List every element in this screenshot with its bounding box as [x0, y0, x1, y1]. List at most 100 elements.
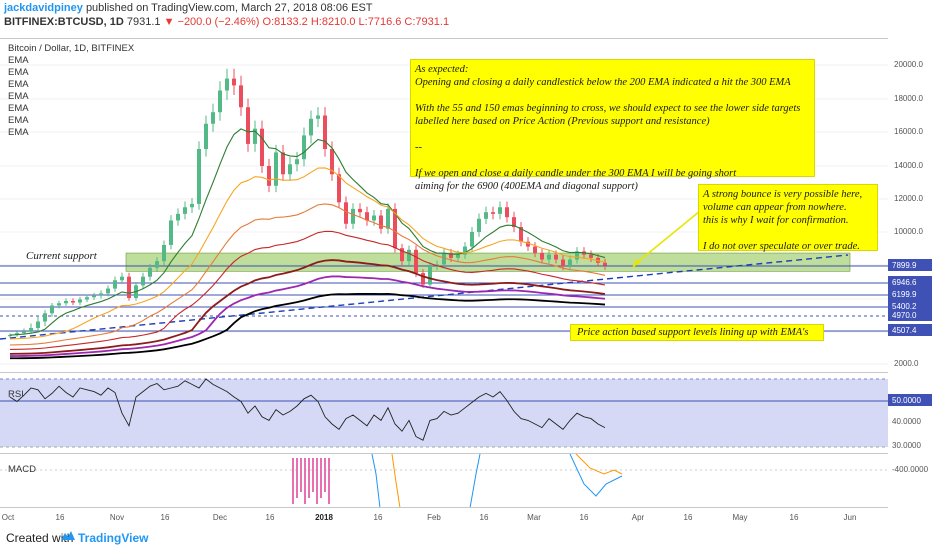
- candle: [400, 248, 404, 262]
- time-tick-label: Oct: [2, 513, 15, 522]
- candle: [295, 159, 299, 165]
- price-tick-label: 2000.0: [894, 359, 919, 368]
- candle: [330, 149, 334, 175]
- candle: [99, 293, 103, 296]
- candle: [183, 207, 187, 214]
- candle: [323, 115, 327, 149]
- candle: [141, 276, 145, 286]
- candle: [435, 264, 439, 266]
- time-tick-label: 2018: [315, 513, 333, 522]
- macd-panel[interactable]: MACD: [0, 453, 888, 509]
- current-support-label: Current support: [26, 250, 97, 262]
- time-tick-label: 16: [374, 513, 383, 522]
- level-tag: 6199.9: [892, 290, 917, 299]
- macd-histogram-bar: [320, 458, 322, 498]
- analysis-note-bounce[interactable]: A strong bounce is very possible here, vo…: [698, 184, 878, 252]
- support-levels-note[interactable]: Price action based support levels lining…: [570, 324, 824, 341]
- note-line: [415, 128, 810, 141]
- candle: [169, 220, 173, 245]
- note-line: Opening and closing a daily candlestick …: [415, 77, 791, 88]
- price-axis[interactable]: 20000.0 18000.0 16000.0 14000.0 12000.0 10000…: [888, 38, 932, 371]
- time-tick-label: 16: [161, 513, 170, 522]
- level-tag: 4970.0: [892, 311, 917, 320]
- candle: [148, 267, 152, 277]
- chart-header: jackdavidpiney published on TradingView.…: [0, 0, 932, 38]
- time-tick-label: Jun: [844, 513, 857, 522]
- candle: [379, 215, 383, 229]
- author-link[interactable]: jackdavidpiney: [4, 2, 83, 14]
- candle: [29, 327, 33, 332]
- candle: [232, 78, 236, 86]
- tradingview-logo-icon: [61, 531, 75, 540]
- candle: [36, 321, 40, 328]
- candle: [218, 90, 222, 113]
- candle: [540, 253, 544, 260]
- legend-title: Bitcoin / Dollar, 1D, BITFINEX: [8, 43, 135, 54]
- note-line: I do not over speculate or over trade.: [703, 241, 860, 252]
- candle: [15, 333, 19, 336]
- candle: [106, 288, 110, 294]
- note-line: A strong bounce is very possible here,: [703, 189, 863, 200]
- axis-bg: [888, 38, 932, 371]
- published-text: published on TradingView.com, March 27, …: [85, 2, 373, 14]
- note-line: With the 55 and 150 emas beginning to cr…: [415, 103, 801, 114]
- macd-line-2: [469, 453, 481, 509]
- macd-histogram-bar: [292, 458, 294, 504]
- rsi-band: [0, 379, 888, 447]
- legend-ema-5: EMA: [8, 115, 29, 126]
- candle: [225, 78, 229, 91]
- macd-histogram-bar: [316, 458, 318, 504]
- ema-300-line: [9, 259, 606, 355]
- time-tick-label: 16: [790, 513, 799, 522]
- time-tick-label: Dec: [213, 513, 227, 522]
- ema-55-line: [9, 128, 606, 336]
- note-line: volume can appear from nowhere.: [703, 202, 847, 213]
- ema-200-line: [9, 230, 606, 350]
- tradingview-brand[interactable]: TradingView: [78, 531, 149, 545]
- candle: [442, 253, 446, 265]
- candle: [393, 208, 397, 249]
- candle: [316, 115, 320, 119]
- candle: [64, 301, 68, 304]
- legend-ema-6: EMA: [8, 127, 29, 138]
- candle: [57, 303, 61, 306]
- legend-ema-0: EMA: [8, 55, 29, 66]
- candle: [274, 152, 278, 186]
- candle: [155, 261, 159, 268]
- candle: [246, 107, 250, 144]
- legend-ema-2: EMA: [8, 79, 29, 90]
- candle: [162, 244, 166, 262]
- note-line: --: [415, 142, 422, 153]
- symbol-label[interactable]: BITFINEX:BTCUSD, 1D: [4, 16, 124, 28]
- annotation-arrow: [633, 210, 701, 266]
- rsi-axis[interactable]: 50.0000 40.0000 30.0000: [888, 372, 932, 452]
- note-line: [415, 89, 810, 102]
- last-price: 7931.1: [126, 16, 161, 28]
- candle: [561, 259, 565, 266]
- candle: [71, 301, 75, 303]
- candle: [302, 135, 306, 160]
- price-tick-label: 14000.0: [894, 161, 923, 170]
- candle: [190, 203, 194, 208]
- macd-histogram-bar: [328, 458, 330, 504]
- rsi-panel[interactable]: RSI: [0, 372, 888, 453]
- note-line: As expected:: [415, 64, 469, 75]
- legend-ema-3: EMA: [8, 91, 29, 102]
- macd-line: [371, 453, 381, 509]
- candle: [484, 212, 488, 219]
- candle: [554, 254, 558, 260]
- note-line: aiming for the 6900 (400EMA and diagonal…: [415, 181, 638, 192]
- candle: [575, 251, 579, 260]
- macd-histogram-bar: [296, 458, 298, 498]
- ema-150-line: [9, 203, 606, 346]
- analysis-note-main[interactable]: As expected: Opening and closing a daily …: [410, 59, 815, 192]
- candle: [204, 123, 208, 149]
- time-axis[interactable]: Oct 16 Nov 16 Dec 16 2018 16 Feb 16 Mar 16 Apr 16 May 1…: [0, 507, 888, 525]
- candle: [372, 215, 376, 221]
- candle: [351, 208, 355, 224]
- candle: [22, 331, 26, 334]
- candle: [288, 164, 292, 175]
- macd-axis[interactable]: -400.0000: [888, 453, 932, 507]
- candle: [491, 212, 495, 214]
- ema-400-line: [9, 275, 606, 357]
